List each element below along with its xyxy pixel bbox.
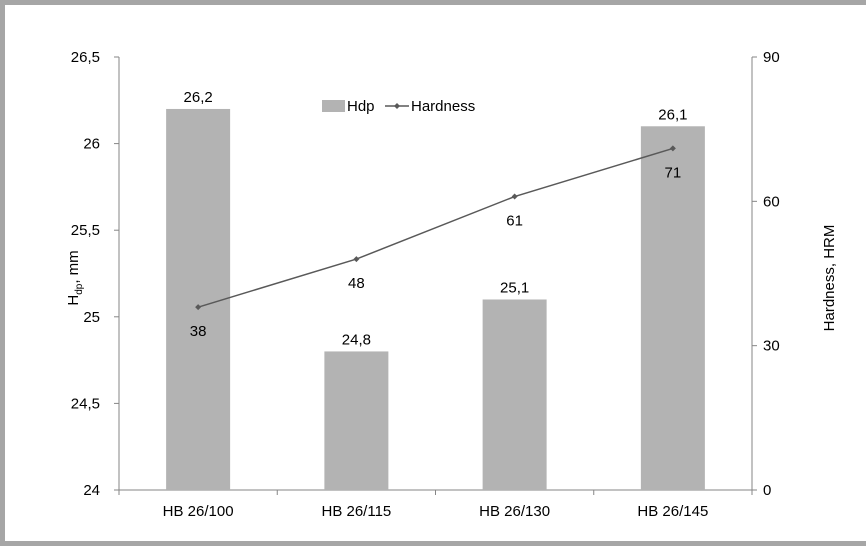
hardness-line xyxy=(197,147,674,308)
bar xyxy=(482,299,547,490)
bar-data-label: 24,8 xyxy=(342,331,371,348)
data-labels: 26,2 24,8 25,1 26,1 38 48 61 71 xyxy=(184,89,688,348)
bar-data-label: 26,1 xyxy=(658,106,687,123)
line-data-label: 71 xyxy=(665,164,682,181)
y-left-tick-label: 26 xyxy=(83,136,100,153)
y-left-tick-label: 25,5 xyxy=(71,222,100,239)
legend-marker-hardness xyxy=(394,103,400,109)
y-axis-left-label: Hdp, mm xyxy=(65,250,85,305)
line-data-label: 48 xyxy=(348,275,365,292)
legend-swatch-hdp xyxy=(322,100,345,112)
line-data-label: 38 xyxy=(190,323,207,340)
bar xyxy=(324,351,389,490)
legend: Hdp Hardness xyxy=(322,98,475,115)
y-axis-right-label: Hardness, HRM xyxy=(821,225,838,332)
bar-data-label: 26,2 xyxy=(184,89,213,106)
line-point xyxy=(669,145,676,152)
y-left-tick-label: 25 xyxy=(83,309,100,326)
bar-series xyxy=(166,108,705,491)
chart-axes: 24 24,5 25 25,5 26 26,5 0 30 60 90 HB 26/100 HB 26/… xyxy=(71,49,780,520)
line-data-label: 61 xyxy=(506,213,523,230)
y-right-tick-label: 60 xyxy=(763,193,780,210)
bar xyxy=(166,108,231,491)
line-series xyxy=(195,145,676,311)
bar xyxy=(640,126,705,490)
legend-label-hdp: Hdp xyxy=(347,98,375,115)
legend-label-hardness: Hardness xyxy=(411,98,475,115)
y-left-tick-label: 24,5 xyxy=(71,395,100,412)
bar-data-label: 25,1 xyxy=(500,279,529,296)
x-tick-label: HB 26/115 xyxy=(321,503,391,520)
y-left-tick-label: 24 xyxy=(83,482,100,499)
y-right-tick-label: 0 xyxy=(763,482,771,499)
y-left-tick-label: 26,5 xyxy=(71,49,100,66)
chart: 24 24,5 25 25,5 26 26,5 0 30 60 90 HB 26/100 HB 26/… xyxy=(65,49,838,520)
y-left-label-sub: dp xyxy=(74,283,85,295)
y-right-tick-label: 30 xyxy=(763,338,780,355)
line-point xyxy=(511,193,518,200)
x-tick-label: HB 26/130 xyxy=(479,503,550,520)
line-point xyxy=(353,256,360,263)
line-point xyxy=(195,304,202,311)
y-right-tick-label: 90 xyxy=(763,49,780,66)
x-tick-label: HB 26/145 xyxy=(637,503,708,520)
y-left-label-main: H xyxy=(65,295,82,306)
x-tick-label: HB 26/100 xyxy=(163,503,234,520)
y-left-label-rest: , mm xyxy=(65,250,82,283)
